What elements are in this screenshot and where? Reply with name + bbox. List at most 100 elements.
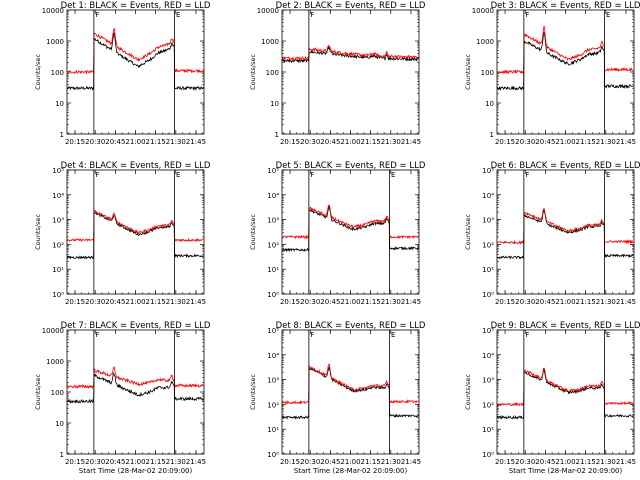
plot-frame <box>281 9 420 135</box>
y-tick-label: 10⁰ <box>267 291 279 299</box>
x-tick-label: 20:30 <box>300 298 320 306</box>
x-tick-label: 21:45 <box>401 458 421 466</box>
x-tick-label: 21:45 <box>616 138 636 146</box>
detector-panel: Det 9: BLACK = Events, RED = LLD Counts/s… <box>464 321 640 475</box>
x-tick-label: 21:45 <box>401 298 421 306</box>
y-axis-label: Counts/sec <box>464 214 472 250</box>
y-tick-label: 10000 <box>42 7 64 15</box>
y-axis-label: Counts/sec <box>464 374 472 410</box>
y-tick-label: 10⁴ <box>267 192 279 200</box>
x-tick-label: 21:15 <box>146 458 166 466</box>
events-series-line <box>66 211 204 260</box>
x-tick-label: 21:45 <box>186 298 206 306</box>
x-tick-label: 20:30 <box>85 458 105 466</box>
events-series-line <box>281 366 419 420</box>
marker-label: E <box>391 331 395 339</box>
x-axis-label: Start Time (28-Mar-02 20:09:00) <box>294 467 408 475</box>
plot-frame <box>66 329 205 455</box>
y-tick-label: 10⁰ <box>482 291 494 299</box>
y-tick-label: 10¹ <box>267 426 279 434</box>
y-tick-label: 100 <box>266 69 279 77</box>
x-tick-label: 20:45 <box>105 458 125 466</box>
y-tick-label: 10² <box>482 241 494 249</box>
y-tick-label: 10⁵ <box>52 167 64 175</box>
events-series-line <box>496 368 634 420</box>
y-tick-label: 10 <box>485 100 494 108</box>
x-tick-label: 21:15 <box>361 138 381 146</box>
y-tick-label: 10⁵ <box>482 327 494 335</box>
x-tick-label: 20:15 <box>495 138 515 146</box>
lld-series-line <box>67 27 204 75</box>
x-tick-label: 21:00 <box>555 298 575 306</box>
x-tick-label: 20:30 <box>85 298 105 306</box>
x-tick-label: 21:00 <box>340 298 360 306</box>
panel-title: Det 7: BLACK = Events, RED = LLD <box>61 321 211 331</box>
panel-title: Det 4: BLACK = Events, RED = LLD <box>61 161 211 171</box>
lld-series-line <box>497 25 634 75</box>
y-tick-label: 100 <box>51 69 64 77</box>
detector-panel: Det 3: BLACK = Events, RED = LLD Counts/s… <box>464 1 640 146</box>
x-tick-label: 20:15 <box>65 458 85 466</box>
x-tick-label: 21:30 <box>381 138 401 146</box>
x-tick-label: 20:45 <box>535 458 555 466</box>
x-tick-label: 20:45 <box>320 138 340 146</box>
y-tick-label: 1 <box>275 131 279 139</box>
x-tick-label: 20:30 <box>85 138 105 146</box>
y-axis-label: Counts/sec <box>464 54 472 90</box>
marker-label: F <box>310 331 314 339</box>
y-tick-label: 10000 <box>257 7 279 15</box>
y-tick-label: 10 <box>270 100 279 108</box>
panel-title: Det 1: BLACK = Events, RED = LLD <box>61 1 211 11</box>
x-tick-label: 20:15 <box>495 298 515 306</box>
y-tick-label: 10000 <box>472 7 494 15</box>
y-axis-label: Counts/sec <box>249 374 257 410</box>
y-tick-label: 10000 <box>42 327 64 335</box>
x-tick-label: 21:30 <box>596 458 616 466</box>
x-tick-label: 21:30 <box>166 138 186 146</box>
x-tick-label: 20:45 <box>535 138 555 146</box>
y-tick-label: 10³ <box>482 217 494 225</box>
x-tick-label: 20:15 <box>280 298 300 306</box>
y-tick-label: 10¹ <box>482 266 494 274</box>
x-tick-label: 20:45 <box>320 458 340 466</box>
plot-frame <box>66 169 205 295</box>
y-axis-label: Counts/sec <box>34 214 42 250</box>
x-tick-label: 21:15 <box>576 458 596 466</box>
x-tick-label: 20:45 <box>535 298 555 306</box>
x-axis-label: Start Time (28-Mar-02 20:09:00) <box>509 467 623 475</box>
y-tick-label: 1 <box>60 131 64 139</box>
y-tick-label: 10⁵ <box>482 167 494 175</box>
y-tick-label: 10⁴ <box>267 352 279 360</box>
y-tick-label: 10⁴ <box>482 352 494 360</box>
detector-panel: Det 6: BLACK = Events, RED = LLD Counts/s… <box>464 161 640 306</box>
marker-label: F <box>95 171 99 179</box>
x-tick-label: 20:15 <box>495 458 515 466</box>
x-tick-label: 21:30 <box>381 298 401 306</box>
panel-title: Det 5: BLACK = Events, RED = LLD <box>276 161 426 171</box>
panel-title: Det 9: BLACK = Events, RED = LLD <box>491 321 640 331</box>
x-tick-label: 20:15 <box>280 138 300 146</box>
y-tick-label: 10³ <box>267 217 279 225</box>
x-tick-label: 21:00 <box>125 298 145 306</box>
y-axis-label: Counts/sec <box>34 54 42 90</box>
y-tick-label: 10 <box>55 100 64 108</box>
y-tick-label: 10¹ <box>267 266 279 274</box>
x-tick-label: 21:30 <box>596 298 616 306</box>
x-tick-label: 21:15 <box>146 298 166 306</box>
x-tick-label: 21:00 <box>555 138 575 146</box>
detector-panel: Det 8: BLACK = Events, RED = LLD Counts/s… <box>249 321 426 475</box>
marker-label: E <box>176 171 180 179</box>
x-tick-label: 21:45 <box>616 458 636 466</box>
x-tick-label: 20:45 <box>105 298 125 306</box>
plot-frame <box>281 169 420 295</box>
x-tick-label: 21:00 <box>340 138 360 146</box>
y-tick-label: 10⁰ <box>482 451 494 459</box>
y-tick-label: 10⁵ <box>267 167 279 175</box>
y-tick-label: 10³ <box>482 377 494 385</box>
y-tick-label: 100 <box>481 69 494 77</box>
x-tick-label: 20:30 <box>300 458 320 466</box>
y-tick-label: 10² <box>482 401 494 409</box>
y-tick-label: 10 <box>55 420 64 428</box>
lld-series-line <box>282 204 419 240</box>
